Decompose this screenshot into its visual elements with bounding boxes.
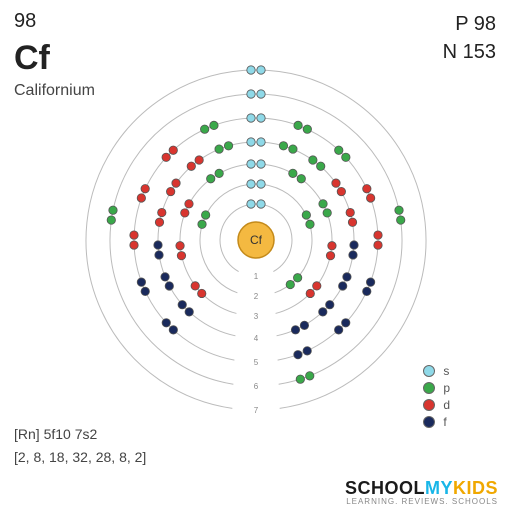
- brand-tagline: LEARNING. REVIEWS. SCHOOLS: [345, 497, 498, 506]
- brand-logo: SCHOOLMYKIDS: [345, 478, 498, 499]
- legend-row: d: [423, 398, 450, 412]
- legend-label: f: [443, 415, 446, 429]
- brand-part-2: MY: [425, 478, 453, 498]
- legend-swatch: [423, 382, 435, 394]
- legend-label: p: [443, 381, 450, 395]
- legend-swatch: [423, 399, 435, 411]
- svg-text:3: 3: [254, 312, 259, 321]
- brand-part-3: KIDS: [453, 478, 498, 498]
- atom-diagram-card: 98 Cf Californium P 98 N 153 Cf1234567 s…: [0, 0, 512, 512]
- svg-text:4: 4: [254, 334, 259, 343]
- shell-counts: [2, 8, 18, 32, 28, 8, 2]: [14, 446, 146, 468]
- svg-text:2: 2: [254, 292, 259, 301]
- svg-text:1: 1: [254, 272, 259, 281]
- svg-text:7: 7: [254, 406, 259, 415]
- electron-config-block: [Rn] 5f10 7s2 [2, 8, 18, 32, 28, 8, 2]: [14, 423, 146, 468]
- legend-row: f: [423, 415, 450, 429]
- orbital-legend: spdf: [423, 361, 450, 432]
- legend-row: p: [423, 381, 450, 395]
- brand-part-1: SCHOOL: [345, 478, 425, 498]
- legend-label: s: [443, 364, 449, 378]
- legend-swatch: [423, 365, 435, 377]
- legend-swatch: [423, 416, 435, 428]
- legend-label: d: [443, 398, 450, 412]
- brand-footer: SCHOOLMYKIDS LEARNING. REVIEWS. SCHOOLS: [345, 478, 498, 506]
- legend-row: s: [423, 364, 450, 378]
- svg-text:5: 5: [254, 358, 259, 367]
- electron-config: [Rn] 5f10 7s2: [14, 423, 146, 445]
- svg-text:Cf: Cf: [250, 233, 263, 247]
- svg-text:6: 6: [254, 382, 259, 391]
